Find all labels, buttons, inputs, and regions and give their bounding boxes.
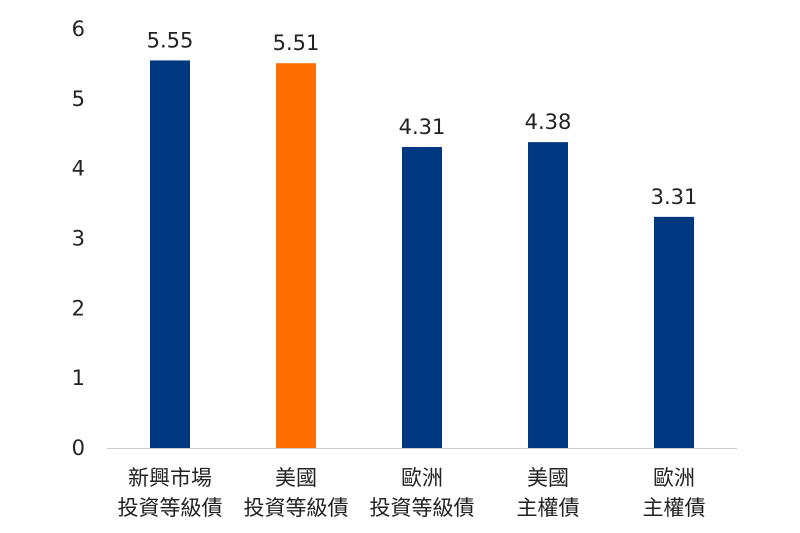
y-tick-label: 0 [72, 436, 85, 460]
y-tick-label: 3 [72, 227, 85, 251]
category-label: 投資等級債 [244, 496, 349, 520]
data-labels: 5.55 5.51 4.31 4.38 3.31 [147, 28, 698, 208]
category-label: 歐洲 [653, 466, 695, 490]
category-label: 歐洲 [401, 466, 443, 490]
bar [528, 142, 568, 448]
category-label: 投資等級債 [370, 496, 475, 520]
category-label: 美國 [527, 466, 569, 490]
data-label: 4.31 [399, 115, 446, 139]
bar [654, 216, 694, 448]
category-label: 主權債 [517, 496, 580, 520]
bar [402, 147, 442, 449]
bar [150, 60, 190, 449]
category-label: 主權債 [643, 496, 706, 520]
y-tick-label: 4 [72, 157, 85, 181]
data-label: 5.55 [147, 28, 194, 52]
data-label: 3.31 [651, 185, 698, 209]
y-axis-ticks: 0 1 2 3 4 5 6 [72, 17, 85, 460]
data-label: 5.51 [273, 31, 320, 55]
y-tick-label: 6 [72, 17, 85, 41]
data-label: 4.38 [525, 110, 572, 134]
bars [150, 60, 694, 449]
y-tick-label: 5 [72, 87, 85, 111]
category-label: 新興市場 [128, 466, 212, 490]
y-tick-label: 2 [72, 296, 85, 320]
y-tick-label: 1 [72, 366, 85, 390]
category-label: 投資等級債 [118, 496, 223, 520]
category-label: 美國 [275, 466, 317, 490]
bar [276, 63, 316, 449]
